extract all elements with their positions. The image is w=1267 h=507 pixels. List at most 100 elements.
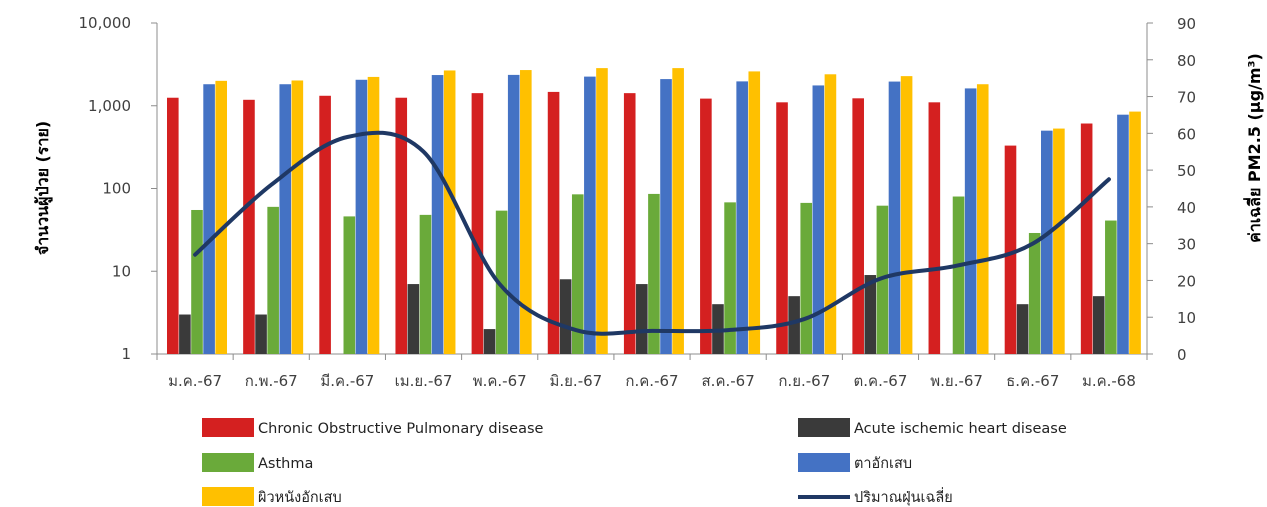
bar xyxy=(800,202,813,354)
bar xyxy=(748,71,761,355)
y-axis-left-title: จำนวนผู้ป่วย (ราย) xyxy=(33,121,54,255)
bar xyxy=(419,214,432,354)
x-tick-label: มิ.ย.-67 xyxy=(549,372,602,390)
bar xyxy=(788,296,800,354)
bar xyxy=(976,84,989,354)
bar xyxy=(547,91,560,355)
bar xyxy=(571,194,584,354)
bar xyxy=(267,206,279,354)
bar xyxy=(179,314,191,354)
y-left-tick-label: 1,000 xyxy=(88,97,131,115)
bar xyxy=(864,275,877,354)
bar xyxy=(243,99,255,355)
bar xyxy=(559,279,572,354)
bar xyxy=(483,329,496,354)
legend-swatch xyxy=(202,453,254,472)
bar xyxy=(964,88,977,355)
bar xyxy=(355,79,368,354)
y-right-tick-label: 60 xyxy=(1177,125,1196,143)
bar xyxy=(203,84,215,354)
bar xyxy=(852,98,864,354)
bar xyxy=(395,97,408,354)
x-tick-label: พ.ค.-67 xyxy=(473,372,527,390)
x-tick-label: ส.ค.-67 xyxy=(702,372,755,390)
bar xyxy=(520,70,532,354)
bar xyxy=(1105,220,1117,354)
bar xyxy=(584,76,596,354)
bar xyxy=(279,84,292,354)
x-tick-label: ต.ค.-67 xyxy=(854,372,908,390)
bar xyxy=(1040,130,1053,354)
bar xyxy=(495,210,508,354)
bar xyxy=(672,68,684,355)
legend-label: Chronic Obstructive Pulmonary disease xyxy=(258,421,544,437)
y-right-tick-label: 10 xyxy=(1177,309,1196,327)
bar xyxy=(636,284,648,354)
bar xyxy=(191,209,203,354)
x-tick-label: ม.ค.-68 xyxy=(1082,372,1136,390)
y-right-tick-label: 20 xyxy=(1177,272,1196,290)
series-line xyxy=(193,130,1111,336)
legend-swatch xyxy=(798,453,850,472)
bar xyxy=(471,93,484,355)
x-tick-label: ก.พ.-67 xyxy=(245,372,298,390)
legend-swatch xyxy=(202,487,254,506)
x-tick-label: ม.ค.-67 xyxy=(168,372,222,390)
legend-label: ตาอักเสบ xyxy=(854,456,912,472)
y-right-tick-label: 80 xyxy=(1177,52,1196,70)
bar xyxy=(1080,123,1093,355)
bar xyxy=(367,76,380,355)
x-tick-label: มี.ค.-67 xyxy=(320,372,374,390)
bar xyxy=(1016,304,1029,354)
bar xyxy=(255,314,267,354)
y-left-tick-label: 10,000 xyxy=(79,14,132,32)
x-tick-label: พ.ย.-67 xyxy=(930,372,983,390)
bar xyxy=(1028,232,1041,354)
legend-label: Acute ischemic heart disease xyxy=(854,421,1067,437)
bar xyxy=(812,85,825,354)
bar xyxy=(928,102,941,354)
bar xyxy=(660,79,672,354)
y-right-tick-label: 0 xyxy=(1177,346,1187,364)
legend-swatch xyxy=(202,418,254,437)
bar xyxy=(1004,145,1017,354)
bar xyxy=(507,74,520,354)
bar xyxy=(1129,111,1141,355)
chart-ticks: 1 10 100 1,000 10,000 0 10 20 30 40 50 60 70 80 90 ม.ค.… xyxy=(79,14,1197,390)
bar xyxy=(596,68,608,355)
y-axis-right-title: ค่าเฉลี่ย PM2.5 (µg/m³) xyxy=(1243,53,1264,243)
legend: Chronic Obstructive Pulmonary disease Acu… xyxy=(202,418,1067,506)
chart-line xyxy=(193,130,1111,336)
bar xyxy=(900,76,913,354)
x-tick-label: ธ.ค.-67 xyxy=(1006,372,1059,390)
legend-label: ปริมาณฝุ่นเฉลี่ย xyxy=(854,487,953,506)
y-left-tick-label: 100 xyxy=(102,180,131,198)
bar xyxy=(736,81,748,354)
bar xyxy=(1053,128,1065,354)
bar xyxy=(888,81,901,355)
bar xyxy=(623,93,636,355)
bar xyxy=(167,97,179,354)
bar xyxy=(824,74,837,354)
x-tick-label: ก.ย.-67 xyxy=(778,372,830,390)
x-tick-label: ก.ค.-67 xyxy=(625,372,678,390)
bar xyxy=(952,196,965,354)
x-tick-label: เม.ย.-67 xyxy=(395,372,453,390)
bar xyxy=(443,70,456,355)
bar xyxy=(291,80,304,354)
y-right-tick-label: 70 xyxy=(1177,89,1196,107)
y-left-tick-label: 1 xyxy=(121,345,131,363)
legend-label: Asthma xyxy=(258,456,313,472)
bar xyxy=(319,95,331,354)
bar xyxy=(700,98,712,354)
bar xyxy=(215,80,227,354)
y-right-tick-label: 90 xyxy=(1177,15,1196,33)
legend-label: ผิวหนังอักเสบ xyxy=(258,490,342,506)
bar xyxy=(776,102,788,354)
bar xyxy=(648,193,660,354)
y-right-tick-label: 40 xyxy=(1177,199,1196,217)
bar xyxy=(343,216,356,354)
bar xyxy=(1117,114,1129,354)
y-right-tick-label: 50 xyxy=(1177,162,1196,180)
